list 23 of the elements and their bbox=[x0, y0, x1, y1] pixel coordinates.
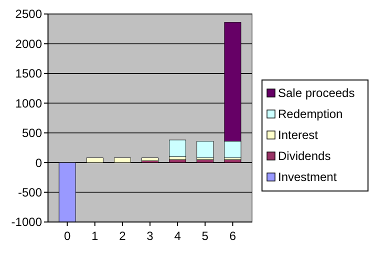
legend-label: Redemption bbox=[278, 107, 343, 122]
x-tick-label: 3 bbox=[146, 229, 154, 243]
bar bbox=[169, 140, 186, 157]
legend-label: Sale proceeds bbox=[278, 86, 355, 100]
y-tick-label: -500 bbox=[18, 185, 42, 200]
y-tick-label: -1000 bbox=[11, 215, 42, 230]
x-tick-label: 2 bbox=[119, 229, 126, 243]
x-tick-label: 5 bbox=[202, 229, 209, 243]
bar bbox=[142, 158, 158, 161]
x-tick-label: 1 bbox=[92, 229, 99, 243]
y-tick-label: 500 bbox=[22, 126, 42, 140]
y-tick-label: 1000 bbox=[15, 96, 42, 110]
legend-label: Dividends bbox=[278, 149, 331, 164]
legend-label: Investment bbox=[278, 170, 338, 184]
y-tick-label: 0 bbox=[35, 156, 42, 170]
y-tick-label: 2000 bbox=[15, 36, 42, 51]
bar bbox=[196, 140, 214, 158]
x-tick-label: 0 bbox=[64, 229, 71, 243]
y-tick-label: 2500 bbox=[15, 7, 42, 22]
x-tick-label: 4 bbox=[174, 229, 182, 243]
legend-label: Interest bbox=[278, 128, 319, 142]
x-tick-label: 6 bbox=[229, 229, 236, 243]
y-tick-label: 1500 bbox=[15, 66, 42, 81]
